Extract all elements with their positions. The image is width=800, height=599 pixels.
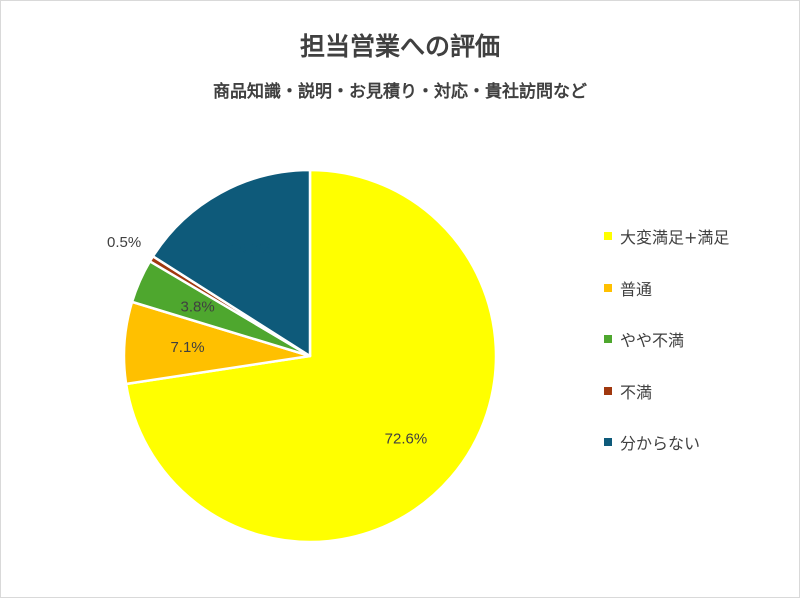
legend-label: 不満 <box>620 382 653 402</box>
legend-label: 大変満足+満足 <box>620 228 730 247</box>
legend-swatch <box>604 283 612 292</box>
data-label-1: 72.6% <box>385 430 428 447</box>
legend-label: 分からない <box>620 434 701 453</box>
chart-legend: 大変満足+満足 普通やや不満不満分からない <box>604 223 729 481</box>
legend-swatch <box>604 438 612 446</box>
legend-label: 普通 <box>620 279 653 299</box>
chart-subtitle: 商品知識・説明・お見積り・対応・貴社訪問など <box>213 82 587 102</box>
legend-item-4: 不満 <box>604 378 729 404</box>
pie-slice-5 <box>151 168 312 358</box>
legend-swatch <box>604 335 612 343</box>
data-label-4: 0.5% <box>107 234 141 251</box>
legend-item-3: やや不満 <box>604 326 729 352</box>
data-label-3: 3.8% <box>181 299 215 316</box>
chart-title: 担当営業への評価 <box>299 32 500 61</box>
legend-item-5: 分からない <box>604 429 729 455</box>
data-label-2: 7.1% <box>170 339 204 356</box>
legend-item-1: 大変満足+満足 <box>604 223 729 249</box>
legend-item-2: 普通 <box>604 275 729 301</box>
legend-label: やや不満 <box>620 331 685 350</box>
legend-swatch <box>604 232 612 240</box>
legend-swatch <box>604 386 612 395</box>
data-label-5: 16.0% <box>230 240 273 257</box>
